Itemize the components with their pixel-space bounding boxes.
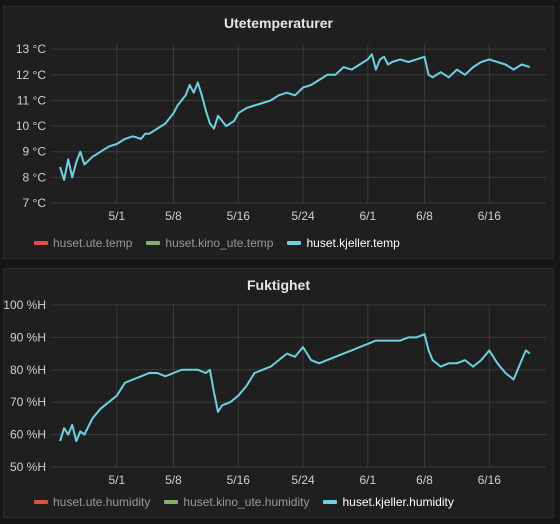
legend-label: huset.ute.humidity — [53, 495, 151, 509]
legend-swatch-green — [164, 500, 179, 504]
x-tick-label: 5/8 — [165, 473, 182, 487]
x-tick-label: 6/1 — [359, 209, 376, 223]
series-line-huset-kjeller-humidity — [59, 333, 531, 443]
temperature-panel-title: Utetemperaturer — [224, 15, 333, 31]
legend-swatch-cyan — [323, 500, 338, 504]
x-tick-label: 5/1 — [108, 473, 125, 487]
y-tick-label: 13 °C — [16, 42, 46, 56]
x-tick-label: 6/16 — [478, 473, 502, 487]
y-tick-label: 50 %H — [10, 460, 46, 474]
y-tick-label: 60 %H — [10, 428, 46, 442]
legend-label: huset.kjeller.humidity — [342, 495, 454, 509]
legend-label: huset.kino_ute.temp — [165, 236, 274, 250]
humidity-panel: Fuktighet 100 %H 90 %H 80 %H 70 %H 60 %H 50 %… — [3, 268, 554, 518]
x-tick-label: 5/16 — [227, 473, 251, 487]
y-tick-label: 90 %H — [10, 330, 46, 344]
y-tick-label: 11 °C — [17, 93, 47, 107]
humidity-chart: 100 %H 90 %H 80 %H 70 %H 60 %H 50 %H 5/1 5/8 5/1… — [4, 298, 546, 487]
y-tick-label: 8 °C — [23, 170, 47, 184]
legend-label: huset.ute.temp — [53, 236, 133, 250]
temperature-panel: Utetemperaturer 13 °C 12 °C 11 °C 10 °C 9 °C… — [3, 6, 554, 259]
legend-swatch-green — [146, 241, 161, 245]
legend-swatch-red — [34, 241, 48, 245]
legend-item-kjeller-temp[interactable]: huset.kjeller.temp — [287, 236, 400, 250]
x-tick-label: 5/8 — [165, 209, 182, 223]
x-tick-label: 5/24 — [291, 473, 315, 487]
legend-swatch-red — [34, 500, 48, 504]
y-tick-label: 7 °C — [23, 196, 47, 210]
x-tick-label: 6/8 — [416, 209, 433, 223]
legend-item-kino-ute-humidity[interactable]: huset.kino_ute.humidity — [164, 495, 309, 509]
y-tick-label: 70 %H — [10, 395, 46, 409]
legend-item-kjeller-humidity[interactable]: huset.kjeller.humidity — [323, 495, 454, 509]
x-tick-label: 6/1 — [359, 473, 376, 487]
x-tick-label: 5/24 — [291, 209, 315, 223]
legend-label: huset.kjeller.temp — [306, 236, 400, 250]
y-tick-label: 80 %H — [10, 363, 46, 377]
humidity-panel-title: Fuktighet — [247, 277, 310, 293]
y-tick-label: 100 %H — [4, 298, 46, 312]
x-tick-label: 6/8 — [416, 473, 433, 487]
y-tick-label: 12 °C — [16, 68, 46, 82]
x-tick-label: 5/1 — [108, 209, 125, 223]
temperature-chart: 13 °C 12 °C 11 °C 10 °C 9 °C 8 °C 7 °C 5/1 5/8 5/… — [16, 42, 546, 223]
legend-swatch-cyan — [287, 241, 302, 245]
temperature-legend: huset.ute.temp huset.kino_ute.temp huset… — [34, 236, 400, 250]
humidity-legend: huset.ute.humidity huset.kino_ute.humidi… — [34, 495, 454, 509]
x-tick-label: 5/16 — [227, 209, 251, 223]
y-tick-label: 10 °C — [16, 119, 46, 133]
legend-item-ute-temp[interactable]: huset.ute.temp — [34, 236, 132, 250]
legend-label: huset.kino_ute.humidity — [183, 495, 310, 509]
y-tick-label: 9 °C — [23, 145, 47, 159]
legend-item-kino-ute-temp[interactable]: huset.kino_ute.temp — [146, 236, 273, 250]
series-line-huset-kjeller-temp — [59, 53, 531, 181]
x-tick-label: 6/16 — [478, 209, 502, 223]
legend-item-ute-humidity[interactable]: huset.ute.humidity — [34, 495, 150, 509]
